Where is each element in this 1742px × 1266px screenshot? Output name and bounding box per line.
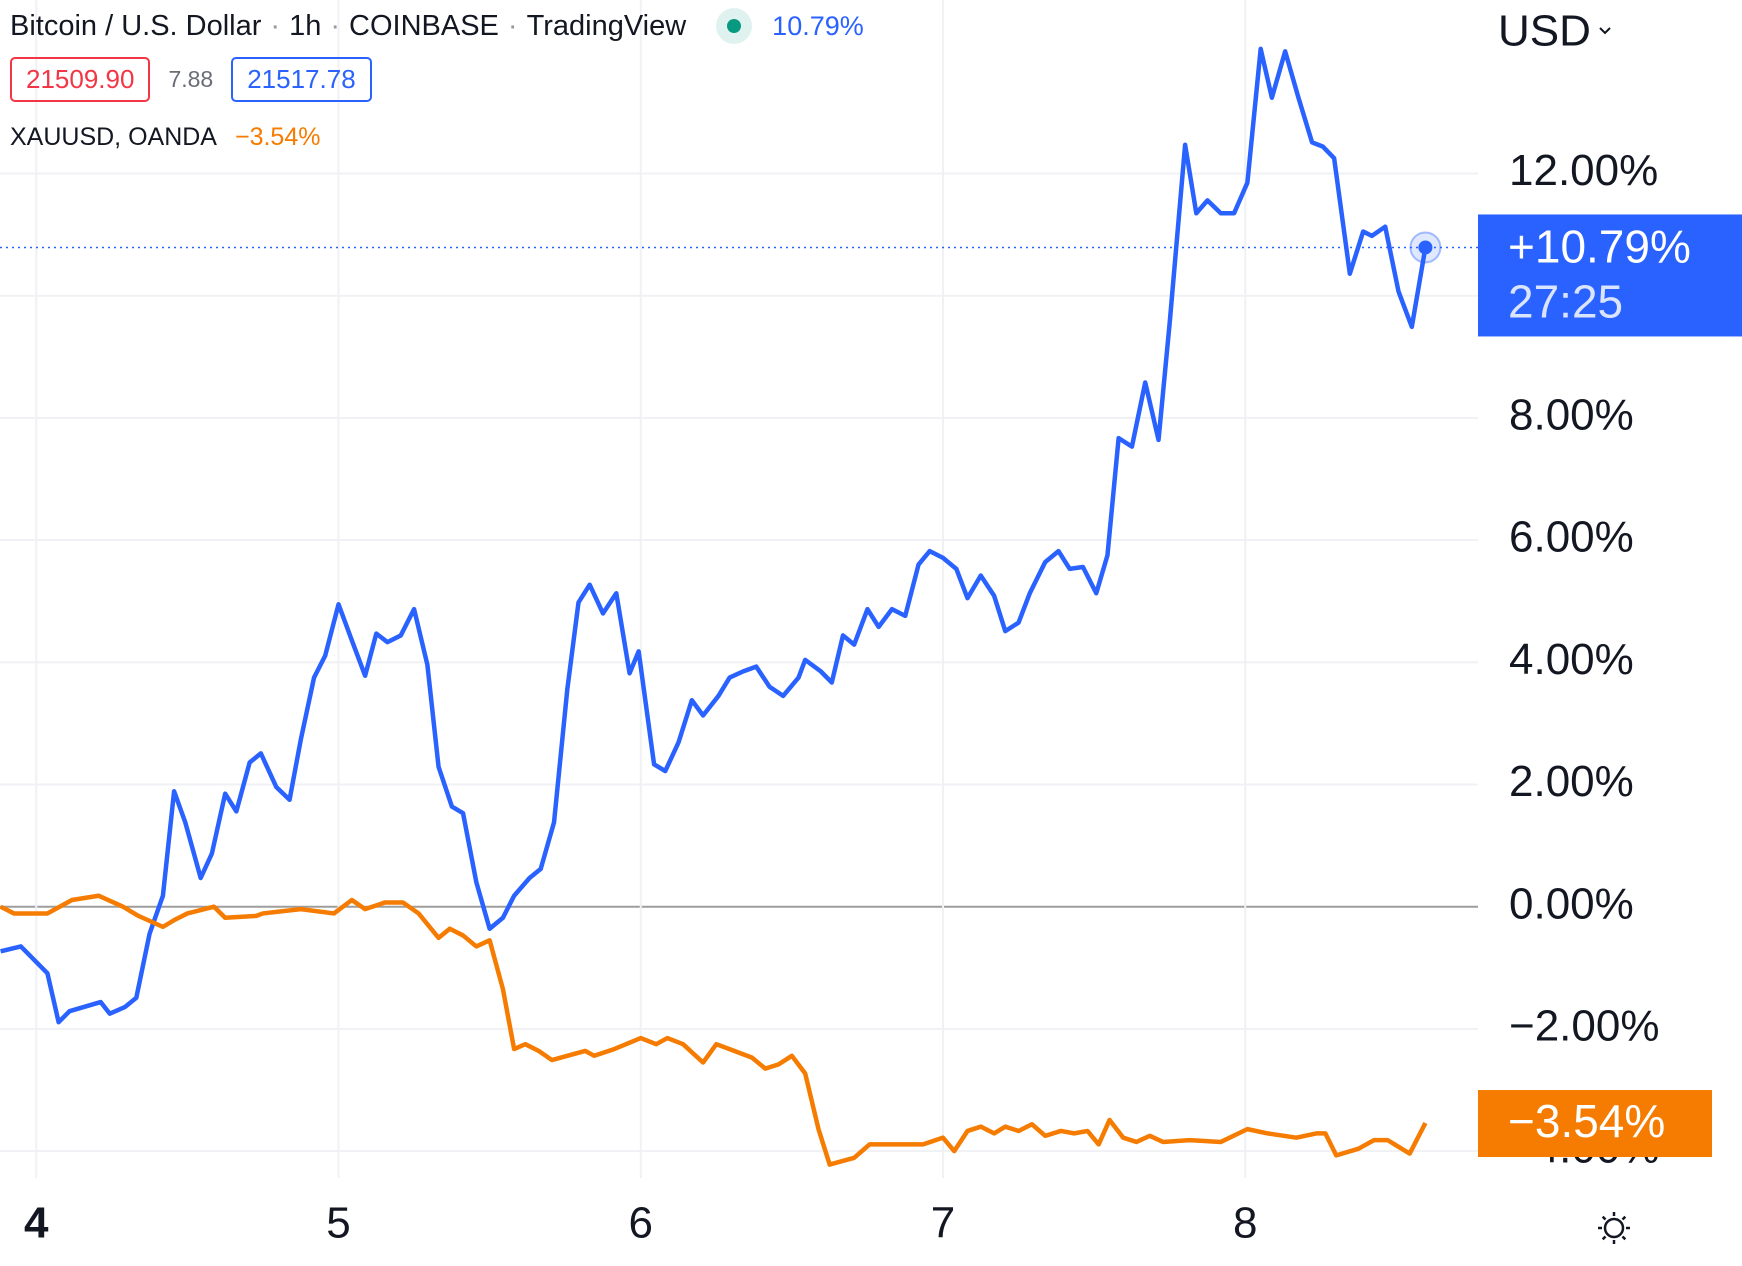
price-label-box [1478, 214, 1742, 337]
xau-change: −3.54% [234, 123, 321, 151]
last-point [1418, 240, 1433, 255]
currency: USD [1498, 7, 1591, 56]
x-tick-label: 6 [629, 1199, 653, 1248]
y-tick-label: 8.00% [1509, 391, 1634, 440]
btc-change: 10.79% [772, 10, 864, 41]
settings-core [1603, 1217, 1625, 1239]
source: TradingView [526, 9, 687, 42]
spread: 7.88 [168, 66, 214, 92]
y-tick-label: 2.00% [1509, 757, 1634, 806]
y-tick-label: −2.00% [1509, 1002, 1659, 1051]
currency-bg [1478, 0, 1742, 62]
x-tick-label: 5 [326, 1199, 350, 1248]
interval[interactable]: 1h [289, 9, 322, 42]
price-label: −3.54% [1508, 1095, 1665, 1147]
price-label-box [1478, 1090, 1712, 1158]
x-tick-label: 4 [24, 1199, 49, 1248]
symbol-title: Bitcoin / U.S. Dollar [10, 9, 262, 42]
buy-price[interactable]: 21517.78 [231, 57, 372, 102]
settings-ray [1601, 1235, 1607, 1241]
x-tick-label: 8 [1233, 1199, 1257, 1248]
series-line [0, 46, 1428, 1025]
y-tick-label: 0.00% [1509, 879, 1634, 928]
sell-price[interactable]: 21509.90 [10, 57, 151, 102]
y-tick-label: 12.00% [1509, 146, 1658, 195]
settings-ray [1621, 1235, 1627, 1241]
x-tick-label: 7 [931, 1199, 955, 1248]
settings-ray [1621, 1215, 1627, 1221]
currency-caret [1599, 27, 1611, 35]
header: Bitcoin / U.S. Dollar · 1h · COINBASE · … [10, 8, 864, 44]
series-line [0, 893, 1428, 1167]
y-tick-label: 6.00% [1509, 513, 1634, 562]
quote-row: 21509.90 7.88 21517.78 [10, 57, 372, 102]
price-label: +10.79% [1508, 221, 1691, 273]
xau-name: XAUUSD, OANDA [10, 123, 217, 151]
settings-icon[interactable] [1598, 1212, 1630, 1244]
settings-ray [1601, 1215, 1607, 1221]
y-tick-label: 4.00% [1509, 635, 1634, 684]
countdown: 27:25 [1508, 276, 1623, 328]
exchange: COINBASE [349, 9, 499, 42]
status-dot [716, 8, 753, 44]
xau-legend: XAUUSD, OANDA −3.54% [10, 123, 320, 152]
